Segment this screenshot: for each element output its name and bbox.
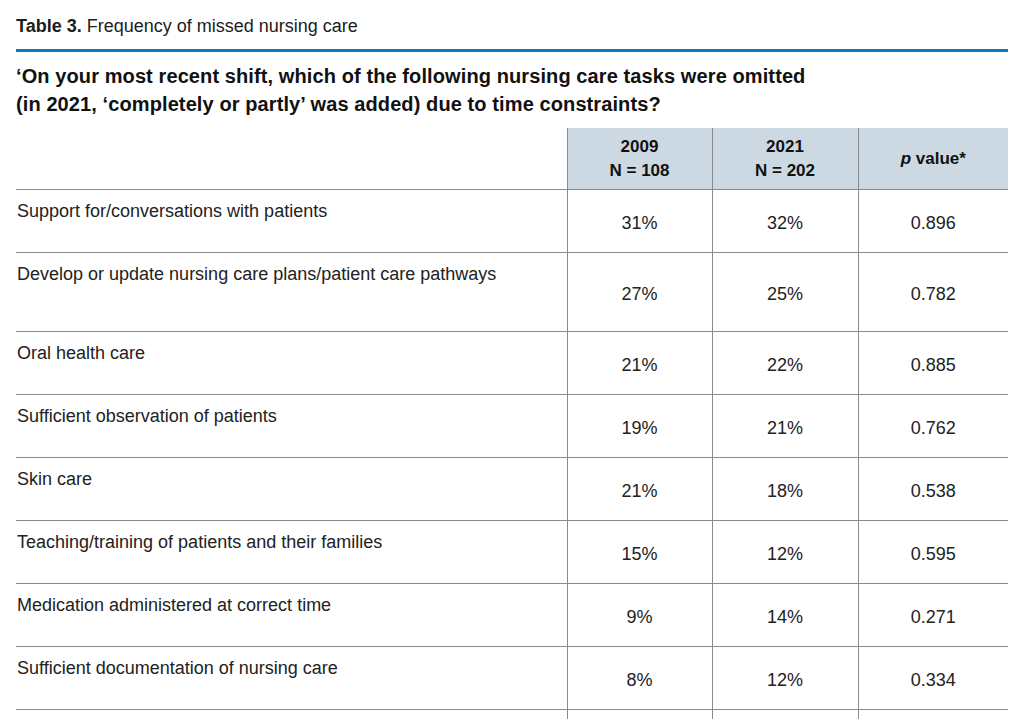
- table-row: Develop or update nursing care plans/pat…: [16, 253, 1008, 332]
- table-row: Support for/conversations with patients …: [16, 190, 1008, 253]
- value-2009: 0%: [567, 710, 712, 719]
- value-p: 0.782: [858, 253, 1008, 332]
- table-caption-label: Table 3.: [16, 16, 82, 36]
- header-2009-n: N = 108: [568, 159, 712, 183]
- value-p: 0.595: [858, 521, 1008, 584]
- value-2009: 21%: [567, 458, 712, 521]
- task-label: Skin care: [16, 458, 567, 521]
- table-row: Sufficient documentation of nursing care…: [16, 647, 1008, 710]
- header-col-2021: 2021 N = 202: [712, 128, 858, 190]
- value-p: 0.762: [858, 395, 1008, 458]
- value-2021: 25%: [712, 253, 858, 332]
- header-2021-n: N = 202: [713, 159, 858, 183]
- table-row: Sufficient observation of patients 19% 2…: [16, 395, 1008, 458]
- survey-question-line2: (in 2021, ‘completely or partly’ was add…: [16, 90, 1008, 118]
- value-p: 0.885: [858, 332, 1008, 395]
- table-caption: Table 3. Frequency of missed nursing car…: [16, 14, 1008, 38]
- value-2009: 31%: [567, 190, 712, 253]
- value-2009: 19%: [567, 395, 712, 458]
- table-caption-text: Frequency of missed nursing care: [82, 16, 358, 36]
- value-2021: 7%: [712, 710, 858, 719]
- task-label: Pain management: [16, 710, 567, 719]
- table-row: Oral health care 21% 22% 0.885: [16, 332, 1008, 395]
- header-col-2009: 2009 N = 108: [567, 128, 712, 190]
- task-label: Develop or update nursing care plans/pat…: [16, 253, 567, 332]
- value-2021: 12%: [712, 521, 858, 584]
- header-p-label: value*: [911, 149, 966, 168]
- value-p: 0.896: [858, 190, 1008, 253]
- table-row: Teaching/training of patients and their …: [16, 521, 1008, 584]
- missed-nursing-care-table: 2009 N = 108 2021 N = 202 p value* Suppo…: [16, 128, 1008, 719]
- survey-question: ‘On your most recent shift, which of the…: [16, 62, 1008, 118]
- survey-question-line1: ‘On your most recent shift, which of the…: [16, 62, 1008, 90]
- header-p-symbol: p: [901, 149, 911, 168]
- task-label: Teaching/training of patients and their …: [16, 521, 567, 584]
- value-2021: 12%: [712, 647, 858, 710]
- value-2021: 22%: [712, 332, 858, 395]
- value-p: 0.538: [858, 458, 1008, 521]
- value-2021: 21%: [712, 395, 858, 458]
- value-2021: 32%: [712, 190, 858, 253]
- header-2009-year: 2009: [568, 135, 712, 159]
- header-col-pvalue: p value*: [858, 128, 1008, 190]
- value-2009: 27%: [567, 253, 712, 332]
- table-header-row: 2009 N = 108 2021 N = 202 p value*: [16, 128, 1008, 190]
- task-label: Sufficient documentation of nursing care: [16, 647, 567, 710]
- task-label: Oral health care: [16, 332, 567, 395]
- value-2021: 14%: [712, 584, 858, 647]
- value-p: 0.334: [858, 647, 1008, 710]
- value-2009: 8%: [567, 647, 712, 710]
- value-p: 0.271: [858, 584, 1008, 647]
- table-row: Skin care 21% 18% 0.538: [16, 458, 1008, 521]
- value-p: 0.003: [858, 710, 1008, 719]
- task-label: Sufficient observation of patients: [16, 395, 567, 458]
- task-label: Support for/conversations with patients: [16, 190, 567, 253]
- value-2009: 15%: [567, 521, 712, 584]
- header-2021-year: 2021: [713, 135, 858, 159]
- header-empty-cell: [16, 128, 567, 190]
- table-row: Pain management 0% 7% 0.003: [16, 710, 1008, 719]
- table-row: Medication administered at correct time …: [16, 584, 1008, 647]
- value-2021: 18%: [712, 458, 858, 521]
- value-2009: 9%: [567, 584, 712, 647]
- task-label: Medication administered at correct time: [16, 584, 567, 647]
- document-page: Table 3. Frequency of missed nursing car…: [0, 0, 1024, 719]
- top-divider-rule: [16, 49, 1008, 52]
- value-2009: 21%: [567, 332, 712, 395]
